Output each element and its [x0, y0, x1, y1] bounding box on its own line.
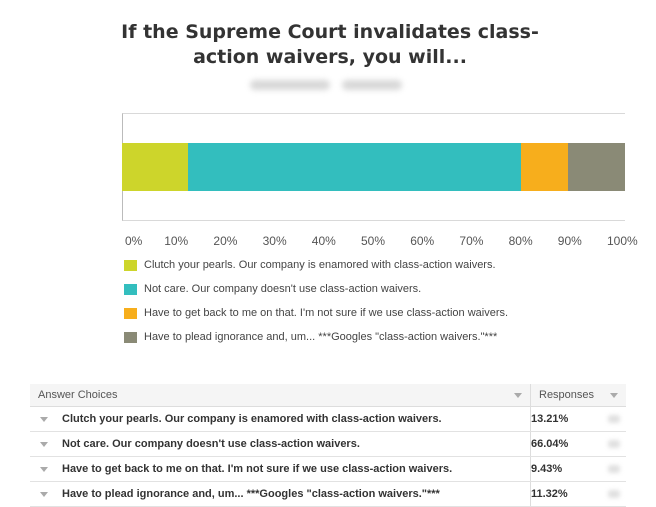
legend-swatch: [124, 308, 137, 319]
expand-arrow-icon[interactable]: [40, 466, 48, 472]
x-tick-label: 40%: [311, 234, 336, 248]
legend-label: Have to plead ignorance and, um... ***Go…: [144, 331, 498, 343]
legend-swatch: [124, 260, 137, 271]
x-tick-label: 20%: [213, 234, 238, 248]
sort-arrow-icon[interactable]: [514, 393, 522, 398]
response-percent: 13.21%: [531, 413, 569, 425]
expand-arrow-icon[interactable]: [40, 441, 48, 447]
bar-segment-clutch-pearls[interactable]: [122, 143, 189, 191]
legend-swatch: [124, 332, 137, 343]
legend-label: Clutch your pearls. Our company is enamo…: [144, 259, 496, 271]
legend-label: Have to get back to me on that. I'm not …: [144, 307, 509, 319]
response-percent: 11.32%: [531, 488, 568, 500]
response-count-blurred: [608, 440, 620, 448]
bar-segment-plead-ignorance[interactable]: [568, 143, 625, 191]
answer-choices-header[interactable]: Answer Choices: [30, 384, 531, 407]
sort-arrow-icon[interactable]: [610, 393, 618, 398]
table-row: Have to plead ignorance and, um... ***Go…: [30, 481, 626, 507]
answer-choice: Clutch your pearls. Our company is enamo…: [62, 413, 442, 426]
x-tick-label: 10%: [164, 234, 189, 248]
expand-arrow-icon[interactable]: [40, 491, 48, 497]
x-tick-label: 80%: [508, 234, 533, 248]
answer-choice: Have to get back to me on that. I'm not …: [62, 463, 453, 476]
response-percent: 9.43%: [531, 463, 563, 475]
answer-choice: Have to plead ignorance and, um... ***Go…: [62, 488, 440, 501]
responses-header[interactable]: Responses: [530, 384, 626, 407]
x-tick-label: 100%: [607, 234, 638, 248]
x-axis-ticks: 0% 10% 20% 30% 40% 50% 60% 70% 80% 90% 1…: [120, 234, 640, 250]
response-count-blurred: [608, 415, 620, 423]
answer-choices-header-label: Answer Choices: [38, 389, 118, 401]
x-tick-label: 30%: [262, 234, 287, 248]
bar-segment-get-back[interactable]: [520, 143, 569, 191]
answers-table: Answer Choices Responses Clutch your pea…: [30, 384, 626, 507]
stacked-bar-chart: [122, 113, 626, 223]
expand-arrow-icon[interactable]: [40, 416, 48, 422]
table-row: Not care. Our company doesn't use class-…: [30, 431, 626, 457]
legend-swatch: [124, 284, 137, 295]
x-tick-label: 50%: [361, 234, 386, 248]
response-percent: 66.04%: [531, 438, 569, 450]
answer-choice: Not care. Our company doesn't use class-…: [62, 438, 360, 451]
responses-header-label: Responses: [539, 389, 595, 401]
x-tick-label: 70%: [459, 234, 484, 248]
x-tick-label: 60%: [410, 234, 435, 248]
table-row: Have to get back to me on that. I'm not …: [30, 456, 626, 482]
chart-title: If the Supreme Court invalidates class-a…: [121, 21, 539, 68]
response-count-blurred: [608, 490, 620, 498]
table-row: Clutch your pearls. Our company is enamo…: [30, 406, 626, 432]
x-tick-label: 90%: [557, 234, 582, 248]
bar-segment-not-care[interactable]: [188, 143, 521, 191]
response-count-blurred: [608, 465, 620, 473]
x-tick-label: 0%: [125, 234, 143, 248]
answered-skipped-blurred: [220, 80, 440, 92]
legend-label: Not care. Our company doesn't use class-…: [144, 283, 422, 295]
